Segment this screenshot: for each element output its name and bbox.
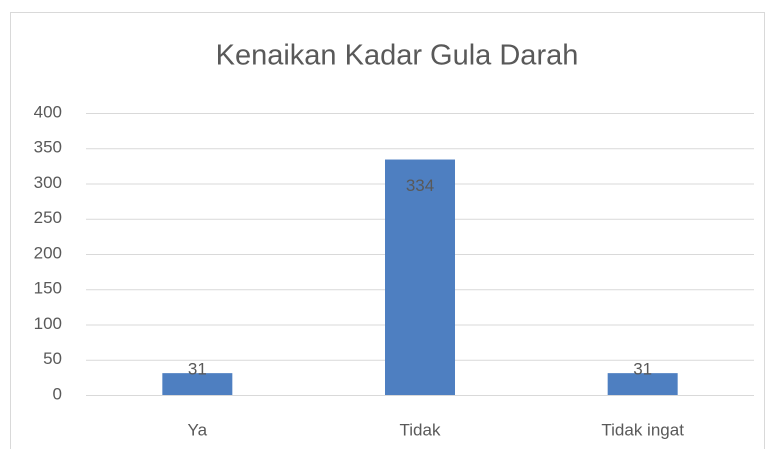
y-tick-label: 400: [34, 102, 62, 121]
x-tick-label: Ya: [188, 420, 208, 439]
y-tick-label: 150: [34, 279, 62, 298]
x-tick-label: Tidak ingat: [601, 420, 684, 439]
y-tick-label: 50: [43, 349, 62, 368]
y-tick-label: 250: [34, 208, 62, 227]
y-tick-label: 0: [53, 384, 62, 403]
bar: [385, 159, 455, 395]
data-label: 31: [188, 360, 207, 379]
data-label: 31: [633, 360, 652, 379]
data-label: 334: [406, 176, 434, 195]
y-tick-label: 350: [34, 138, 62, 157]
chart-title: Kenaikan Kadar Gula Darah: [216, 40, 579, 72]
bar: [607, 373, 678, 395]
y-tick-label: 200: [34, 243, 62, 262]
bar: [162, 373, 233, 395]
y-tick-label: 300: [34, 173, 62, 192]
y-tick-label: 100: [34, 314, 62, 333]
x-tick-label: Tidak: [400, 420, 441, 439]
